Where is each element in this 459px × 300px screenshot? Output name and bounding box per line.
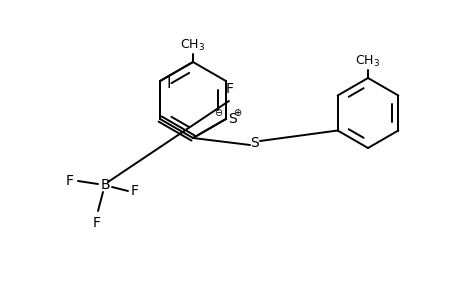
Text: F: F (225, 82, 233, 96)
Text: CH$_3$: CH$_3$ (355, 54, 380, 69)
Text: S: S (227, 112, 236, 126)
Text: ⊖: ⊖ (213, 108, 222, 118)
Text: F: F (93, 216, 101, 230)
Text: CH$_3$: CH$_3$ (180, 38, 205, 53)
Text: S: S (250, 136, 259, 150)
Text: F: F (131, 184, 139, 198)
Text: B: B (100, 178, 110, 192)
Text: ⊕: ⊕ (232, 108, 241, 118)
Text: F: F (66, 174, 74, 188)
Text: I: I (166, 76, 170, 91)
